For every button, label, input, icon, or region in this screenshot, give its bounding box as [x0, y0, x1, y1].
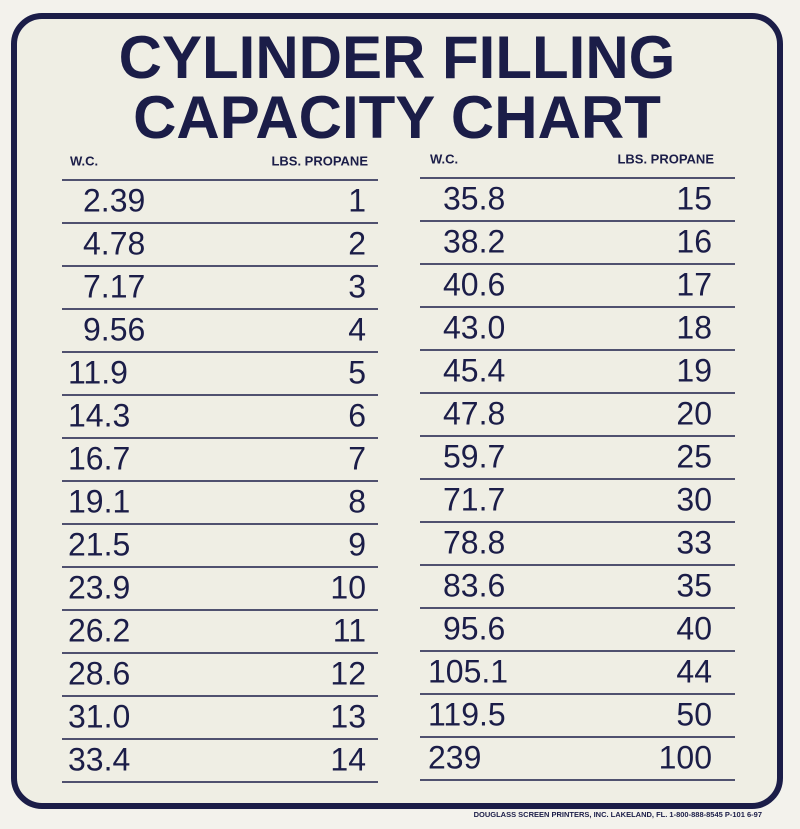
wc-cell: 59.7 [443, 438, 505, 474]
lbs-cell: 25 [676, 438, 712, 474]
wc-cell: 35.8 [443, 180, 505, 216]
wc-cell: 105.1 [428, 653, 508, 689]
lbs-cell: 18 [676, 309, 712, 345]
wc-cell: 14.3 [68, 397, 130, 433]
wc-cell: 38.2 [443, 223, 505, 259]
lbs-cell: 1 [348, 182, 366, 218]
wc-cell: 26.2 [68, 612, 130, 648]
lbs-cell: 35 [676, 567, 712, 603]
lbs-cell: 5 [348, 354, 366, 390]
lbs-cell: 7 [348, 440, 366, 476]
wc-cell: 4.78 [83, 225, 145, 261]
lbs-cell: 13 [330, 698, 366, 734]
wc-cell: 19.1 [68, 483, 130, 519]
wc-cell: 71.7 [443, 481, 505, 517]
lbs-cell: 33 [676, 524, 712, 560]
wc-cell: 95.6 [443, 610, 505, 646]
title-line: CYLINDER FILLING [119, 24, 676, 91]
lbs-cell: 11 [333, 612, 366, 648]
lbs-cell: 2 [348, 225, 366, 261]
lbs-cell: 15 [676, 180, 712, 216]
wc-cell: 33.4 [68, 741, 130, 777]
lbs-cell: 9 [348, 526, 366, 562]
lbs-cell: 8 [348, 483, 366, 519]
wc-cell: 239 [428, 739, 481, 775]
title-line: CAPACITY CHART [133, 84, 661, 151]
wc-cell: 78.8 [443, 524, 505, 560]
wc-cell: 45.4 [443, 352, 505, 388]
wc-cell: 43.0 [443, 309, 505, 345]
lbs-cell: 17 [676, 266, 712, 302]
lbs-cell: 10 [330, 569, 366, 605]
footer: DOUGLASS SCREEN PRINTERS, INC. LAKELAND,… [474, 810, 762, 819]
wc-cell: 28.6 [68, 655, 130, 691]
wc-cell: 2.39 [83, 182, 145, 218]
lbs-cell: 30 [676, 481, 712, 517]
wc-cell: 31.0 [68, 698, 130, 734]
lbs-cell: 6 [348, 397, 366, 433]
column-header: W.C. [70, 153, 98, 168]
wc-cell: 23.9 [68, 569, 130, 605]
wc-cell: 7.17 [83, 268, 145, 304]
lbs-cell: 100 [659, 739, 712, 775]
lbs-cell: 44 [676, 653, 712, 689]
wc-cell: 47.8 [443, 395, 505, 431]
wc-cell: 21.5 [68, 526, 130, 562]
column-header: W.C. [430, 151, 458, 166]
wc-cell: 83.6 [443, 567, 505, 603]
wc-cell: 11.9 [68, 354, 128, 390]
wc-cell: 119.5 [428, 696, 506, 732]
lbs-cell: 14 [330, 741, 366, 777]
wc-cell: 9.56 [83, 311, 145, 347]
wc-cell: 16.7 [68, 440, 130, 476]
lbs-cell: 12 [330, 655, 366, 691]
wc-cell: 40.6 [443, 266, 505, 302]
lbs-cell: 50 [676, 696, 712, 732]
column-header: LBS. PROPANE [617, 151, 714, 166]
lbs-cell: 16 [676, 223, 712, 259]
lbs-cell: 4 [348, 311, 366, 347]
column-header: LBS. PROPANE [271, 153, 368, 168]
lbs-cell: 20 [676, 395, 712, 431]
lbs-cell: 19 [676, 352, 712, 388]
lbs-cell: 40 [676, 610, 712, 646]
lbs-cell: 3 [348, 268, 366, 304]
